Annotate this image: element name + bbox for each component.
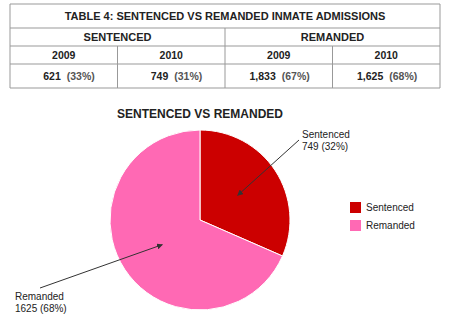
table-share: (31%) bbox=[174, 70, 202, 82]
table-rule bbox=[332, 46, 333, 88]
table-rule bbox=[10, 4, 440, 5]
table-share: (68%) bbox=[389, 70, 417, 82]
table-rule bbox=[117, 46, 118, 88]
table-value: 1,625 bbox=[357, 70, 383, 82]
table-year: 2009 bbox=[267, 49, 291, 61]
legend-label: Remanded bbox=[366, 220, 415, 231]
table-share: (67%) bbox=[282, 70, 310, 82]
table-group-header: REMANDED bbox=[301, 31, 365, 43]
annotation: Remanded1625 (68%) bbox=[15, 291, 67, 314]
table-rule bbox=[440, 4, 441, 88]
table-year: 2009 bbox=[52, 49, 76, 61]
table-title: TABLE 4: SENTENCED VS REMANDED INMATE AD… bbox=[65, 10, 386, 22]
legend-item: Remanded bbox=[350, 220, 415, 231]
table-rule bbox=[10, 4, 11, 88]
table-value: 749 bbox=[151, 70, 169, 82]
legend-swatch bbox=[350, 220, 361, 231]
pie bbox=[110, 130, 290, 310]
table-rule bbox=[225, 28, 226, 88]
table-background bbox=[10, 4, 440, 88]
legend: Sentenced Remanded bbox=[350, 202, 415, 231]
chart-root: TABLE 4: SENTENCED VS REMANDED INMATE AD… bbox=[0, 0, 450, 333]
chart-title: SENTENCED VS REMANDED bbox=[117, 107, 283, 121]
annotation-line: 749 (32%) bbox=[302, 141, 348, 152]
legend-label: Sentenced bbox=[366, 202, 414, 213]
annotation-line: 1625 (68%) bbox=[15, 303, 67, 314]
table-year: 2010 bbox=[375, 49, 399, 61]
table: TABLE 4: SENTENCED VS REMANDED INMATE AD… bbox=[10, 4, 440, 88]
annotation-line: Remanded bbox=[15, 291, 64, 302]
table-value: 621 bbox=[43, 70, 61, 82]
annotation-arrow bbox=[238, 140, 299, 195]
table-group-header: SENTENCED bbox=[84, 31, 152, 43]
table-year: 2010 bbox=[160, 49, 184, 61]
annotation-line: Sentenced bbox=[302, 129, 350, 140]
annotation-arrow bbox=[40, 245, 162, 288]
annotations: Sentenced749 (32%) Remanded1625 (68%) bbox=[15, 129, 350, 314]
table-value: 1,833 bbox=[249, 70, 275, 82]
annotation: Sentenced749 (32%) bbox=[302, 129, 350, 152]
legend-item: Sentenced bbox=[350, 202, 414, 213]
legend-swatch bbox=[350, 202, 361, 213]
table-share: (33%) bbox=[67, 70, 95, 82]
pie-slice bbox=[110, 130, 282, 310]
